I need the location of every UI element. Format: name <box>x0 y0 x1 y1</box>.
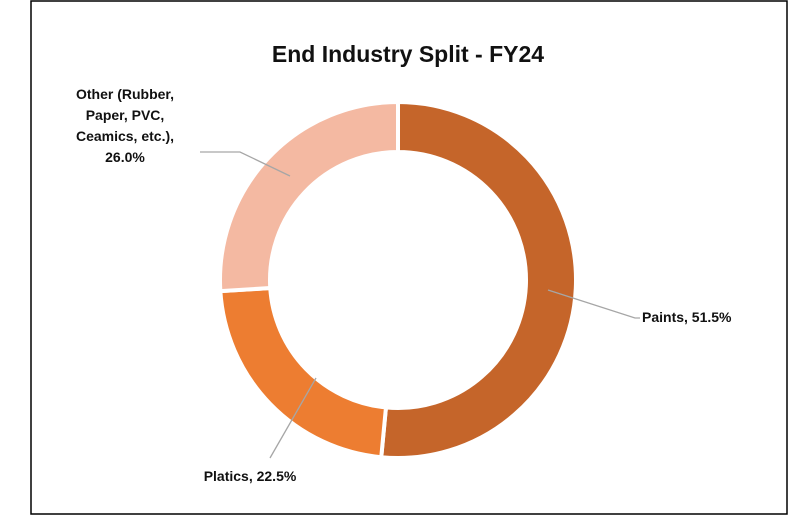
donut-slice <box>379 99 578 460</box>
donut-slice <box>218 99 400 294</box>
leader-line <box>269 377 317 459</box>
data-label: Paints, 51.5% <box>642 309 732 325</box>
data-label: Other (Rubber, Paper, PVC, Ceamics, etc.… <box>75 86 175 165</box>
leader-line <box>200 151 291 177</box>
leader-line <box>547 289 640 319</box>
chart-title: End Industry Split - FY24 <box>272 41 544 67</box>
data-label: Platics, 22.5% <box>203 468 297 484</box>
